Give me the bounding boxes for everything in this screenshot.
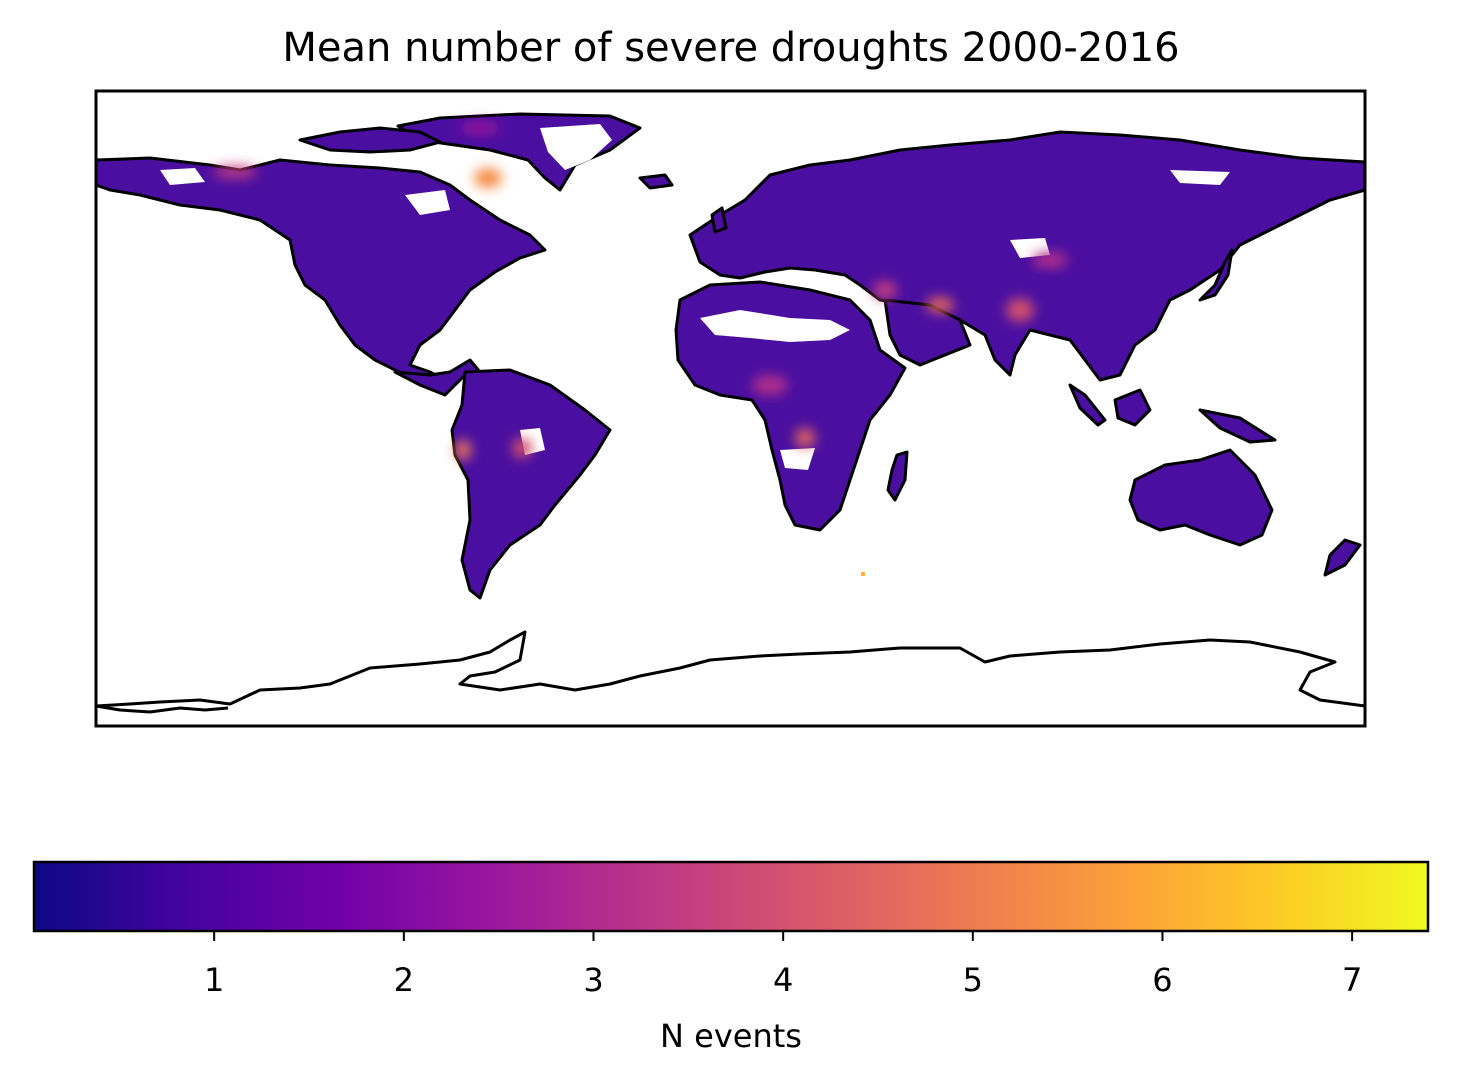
colorbar-label: N events bbox=[660, 1017, 802, 1055]
colorbar-tick-label: 3 bbox=[583, 961, 603, 999]
no-data-regions bbox=[160, 124, 1230, 470]
australia bbox=[1128, 448, 1274, 547]
colorbar: 1 2 3 4 5 6 7 bbox=[32, 860, 1430, 999]
colorbar-tick-label: 6 bbox=[1152, 961, 1172, 999]
hotspot-greenland-edge bbox=[460, 122, 500, 134]
hotspot-iran bbox=[873, 281, 897, 299]
antarctica-coastline bbox=[95, 630, 1366, 708]
south-america bbox=[450, 368, 612, 600]
map-frame bbox=[94, 89, 1367, 728]
colorbar-gradient bbox=[32, 860, 1430, 933]
colorbar-tick-label: 5 bbox=[963, 961, 983, 999]
new-guinea bbox=[1198, 408, 1277, 444]
hotspot-brazil bbox=[512, 438, 532, 458]
japan bbox=[1198, 248, 1234, 302]
uk bbox=[710, 206, 728, 234]
colorbar-tick-label: 4 bbox=[773, 961, 793, 999]
antarctic-peninsula bbox=[95, 704, 229, 714]
hotspot-sahel bbox=[752, 375, 788, 395]
colorbar-tick-label: 7 bbox=[1342, 961, 1362, 999]
madagascar bbox=[886, 450, 909, 502]
north-america bbox=[94, 156, 547, 384]
colorbar-tick-label: 1 bbox=[204, 961, 224, 999]
borneo bbox=[1113, 388, 1152, 427]
colorbar-ticks: 1 2 3 4 5 6 7 bbox=[204, 931, 1362, 999]
map-title: Mean number of severe droughts 2000-2016 bbox=[282, 25, 1180, 71]
arctic-islands bbox=[298, 126, 442, 154]
hotspot-peru bbox=[455, 440, 471, 460]
hotspot-drc bbox=[795, 428, 815, 448]
hotspot-layer bbox=[213, 122, 1068, 460]
africa bbox=[674, 280, 907, 532]
colorbar-tick-label: 2 bbox=[394, 961, 414, 999]
new-zealand bbox=[1323, 538, 1362, 577]
map-panel bbox=[94, 89, 1367, 728]
hotspot-ocean-island bbox=[861, 572, 865, 576]
hotspot-arabia bbox=[926, 297, 954, 313]
hotspot-china bbox=[1032, 252, 1068, 268]
sumatra bbox=[1068, 383, 1107, 427]
hotspot-hudson bbox=[474, 168, 502, 188]
iceland bbox=[638, 173, 674, 190]
hotspot-north-canada bbox=[213, 166, 257, 178]
hotspot-india bbox=[1006, 298, 1034, 322]
